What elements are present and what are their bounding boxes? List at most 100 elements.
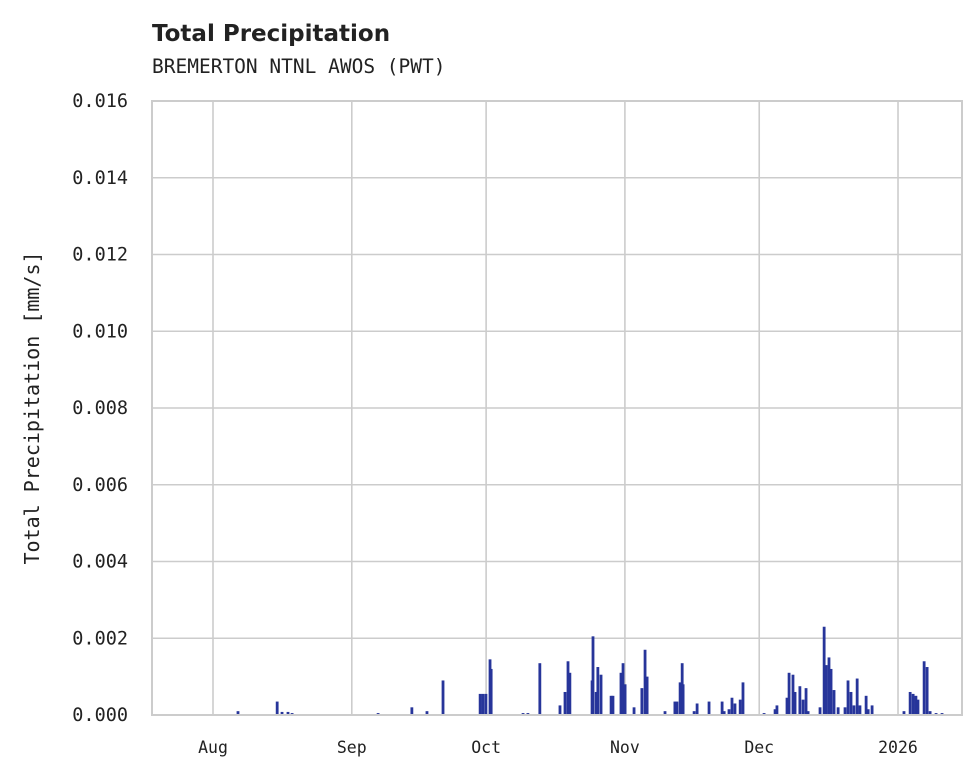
y-tick-label: 0.012	[72, 245, 128, 266]
precipitation-bar	[793, 691, 797, 715]
grid-lines	[152, 100, 962, 716]
precipitation-bar	[623, 684, 627, 715]
precipitation-bar	[787, 672, 791, 715]
y-tick-label: 0.016	[72, 91, 128, 112]
precipitation-bar	[928, 711, 932, 715]
x-tick-label: Aug	[198, 738, 228, 757]
precipitation-bar	[609, 695, 613, 715]
y-tick-label: 0.002	[72, 628, 128, 649]
precipitation-bar	[478, 693, 482, 715]
precipitation-bar	[621, 663, 625, 715]
precipitation-bar	[849, 691, 853, 715]
precipitation-bar	[824, 665, 828, 715]
precipitation-bar	[611, 695, 615, 715]
precipitation-bar	[632, 707, 636, 715]
y-tick-labels: 0.000 0.002 0.004 0.006 0.008 0.010 0.012 0.014…	[72, 91, 128, 726]
precipitation-bar	[722, 711, 726, 715]
precipitation-bar	[275, 701, 279, 715]
y-tick-label: 0.006	[72, 475, 128, 496]
x-tick-label: Nov	[610, 738, 640, 757]
y-tick-label: 0.004	[72, 552, 128, 573]
x-tick-label: 2026	[878, 738, 918, 757]
precipitation-bar	[599, 674, 603, 715]
precipitation-bar	[855, 678, 859, 715]
x-tick-label: Oct	[471, 738, 501, 757]
precipitation-bar	[707, 701, 711, 715]
precipitation-bar	[801, 699, 805, 715]
precipitation-bar	[720, 701, 724, 715]
y-tick-label: 0.014	[72, 168, 128, 189]
precipitation-bar	[806, 711, 810, 715]
x-tick-labels: Aug Sep Oct Nov Dec 2026	[198, 738, 918, 757]
y-tick-label: 0.008	[72, 398, 128, 419]
precipitation-bar	[481, 693, 485, 715]
precipitation-bar	[538, 663, 542, 715]
precipitation-bar	[673, 701, 677, 715]
x-tick-label: Dec	[744, 738, 774, 757]
precipitation-bar	[591, 636, 595, 715]
precipitation-bar	[681, 684, 685, 715]
precipitation-bar	[822, 626, 826, 715]
precipitation-bar	[832, 690, 836, 715]
chart-subtitle: BREMERTON NTNL AWOS (PWT)	[152, 55, 446, 78]
precipitation-bar	[695, 703, 699, 715]
precipitation-bar	[640, 688, 644, 715]
precipitation-bar	[870, 705, 874, 715]
precipitation-bar	[619, 672, 623, 715]
precipitation-bar	[922, 661, 926, 715]
precipitation-bar	[678, 682, 682, 715]
x-tick-label: Sep	[337, 738, 367, 757]
precipitation-bar	[914, 695, 918, 715]
precipitation-bar	[596, 667, 600, 715]
precipitation-bar	[733, 703, 737, 715]
precipitation-bar	[804, 688, 808, 715]
precipitation-bar	[410, 707, 414, 715]
precipitation-bar	[594, 691, 598, 715]
precipitation-bar	[902, 711, 906, 715]
precipitation-bar	[843, 707, 847, 715]
y-tick-label: 0.010	[72, 321, 128, 342]
precipitation-bar	[852, 705, 856, 715]
plot-frame	[151, 100, 963, 716]
precipitation-bar	[663, 711, 667, 715]
precipitation-bar	[791, 674, 795, 715]
precipitation-bars	[236, 626, 944, 715]
precipitation-bar	[908, 691, 912, 715]
precipitation-bar	[916, 699, 920, 715]
precipitation-bar	[818, 707, 822, 715]
precipitation-bar	[858, 705, 862, 715]
precipitation-bar	[286, 711, 290, 715]
precipitation-bar	[645, 676, 649, 715]
precipitation-bar	[829, 668, 833, 715]
precipitation-bar	[566, 661, 570, 715]
precipitation-bar	[785, 697, 789, 715]
precipitation-bar	[692, 711, 696, 715]
precipitation-bar	[236, 711, 240, 715]
precipitation-bar	[866, 709, 870, 715]
precipitation-bar	[727, 709, 731, 715]
precipitation-bar	[741, 682, 745, 715]
precipitation-bar	[675, 701, 679, 715]
precipitation-bar	[775, 705, 779, 715]
precipitation-bar	[836, 707, 840, 715]
precipitation-bar	[846, 680, 850, 715]
precipitation-bar	[773, 709, 777, 715]
precipitation-bar	[738, 699, 742, 715]
precipitation-bar	[558, 705, 562, 715]
precipitation-bar	[643, 649, 647, 715]
y-axis-label: Total Precipitation [mm/s]	[20, 251, 44, 564]
precipitation-bar	[925, 667, 929, 715]
precipitation-bar	[730, 697, 734, 715]
precipitation-bar	[425, 711, 429, 715]
precipitation-bar	[484, 693, 488, 715]
precipitation-bar	[568, 672, 572, 715]
precipitation-bar	[864, 695, 868, 715]
precipitation-bar	[798, 686, 802, 715]
chart-title: Total Precipitation	[152, 21, 390, 47]
precipitation-bar	[441, 680, 445, 715]
precipitation-bar	[827, 657, 831, 715]
precipitation-bar	[911, 693, 915, 715]
precipitation-bar	[489, 668, 493, 715]
precipitation-bar	[563, 691, 567, 715]
